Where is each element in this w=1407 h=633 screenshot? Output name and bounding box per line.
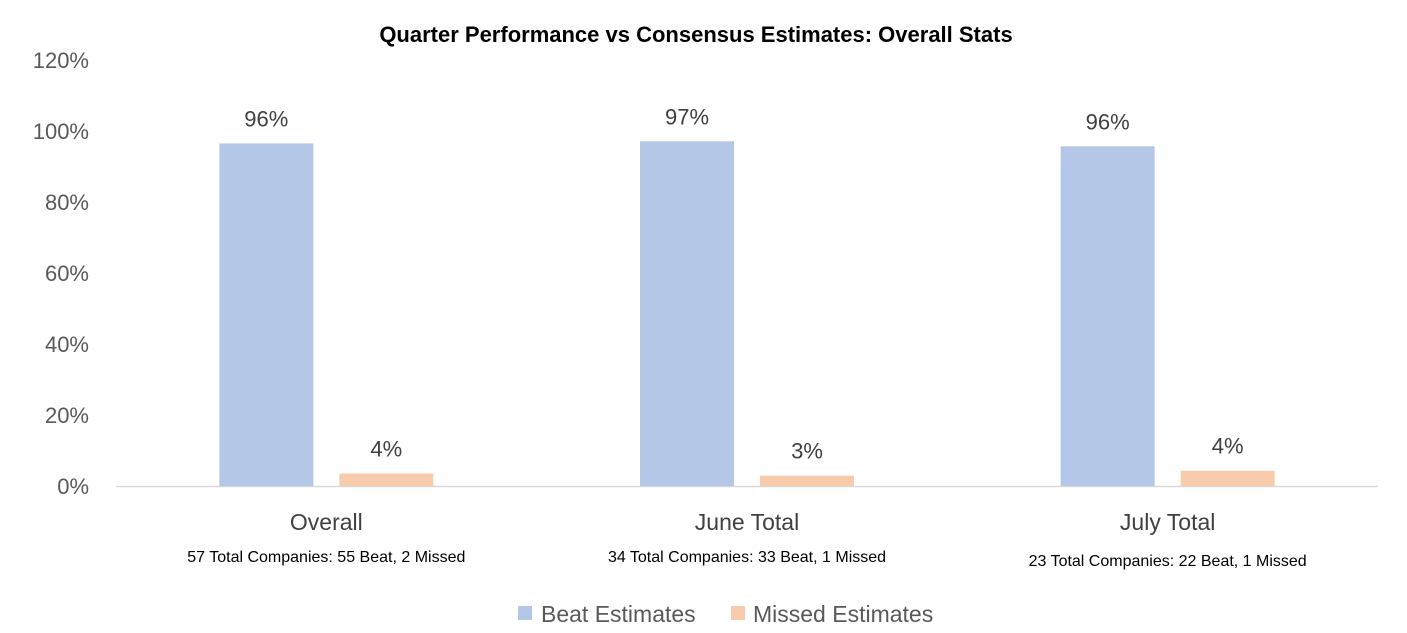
legend: Beat Estimates Missed Estimates [518, 601, 933, 627]
x-category-label: Overall [290, 509, 363, 535]
chart-title: Quarter Performance vs Consensus Estimat… [379, 22, 1012, 47]
data-label: 3% [791, 439, 823, 464]
bar-missed-estimates [339, 473, 434, 486]
y-tick-label: 120% [33, 48, 89, 73]
legend-swatch [731, 606, 745, 620]
bar-missed-estimates [760, 475, 854, 486]
bar-missed-estimates [1180, 470, 1275, 486]
x-category-note: 57 Total Companies: 55 Beat, 2 Missed [187, 549, 465, 566]
y-tick-label: 20% [45, 403, 89, 428]
y-tick-label: 40% [45, 332, 89, 357]
y-tick-label: 60% [45, 261, 89, 286]
y-axis: 0% 20% 40% 60% 80% 100% 120% [33, 48, 89, 499]
y-tick-label: 80% [45, 190, 89, 215]
x-category-label: July Total [1120, 509, 1215, 535]
y-tick-label: 0% [57, 474, 89, 499]
legend-label: Missed Estimates [753, 601, 933, 627]
y-tick-label: 100% [33, 119, 89, 144]
data-label: 96% [1086, 109, 1130, 134]
data-label: 96% [244, 106, 288, 131]
x-category-note: 23 Total Companies: 22 Beat, 1 Missed [1029, 553, 1307, 570]
legend-label: Beat Estimates [541, 601, 696, 627]
legend-swatch [518, 606, 532, 620]
data-labels: 96% 4% 97% 3% 96% 4% [244, 104, 1243, 463]
data-label: 4% [1212, 434, 1244, 459]
bar-beat-estimates [1060, 146, 1155, 486]
x-axis: Overall 57 Total Companies: 55 Beat, 2 Mi… [116, 485, 1378, 570]
x-category-label: June Total [695, 509, 799, 535]
data-label: 4% [370, 437, 402, 462]
bars [219, 141, 1275, 487]
data-label: 97% [665, 104, 709, 129]
x-category-note: 34 Total Companies: 33 Beat, 1 Missed [608, 549, 886, 566]
bar-beat-estimates [640, 141, 734, 487]
bar-beat-estimates [219, 143, 314, 487]
